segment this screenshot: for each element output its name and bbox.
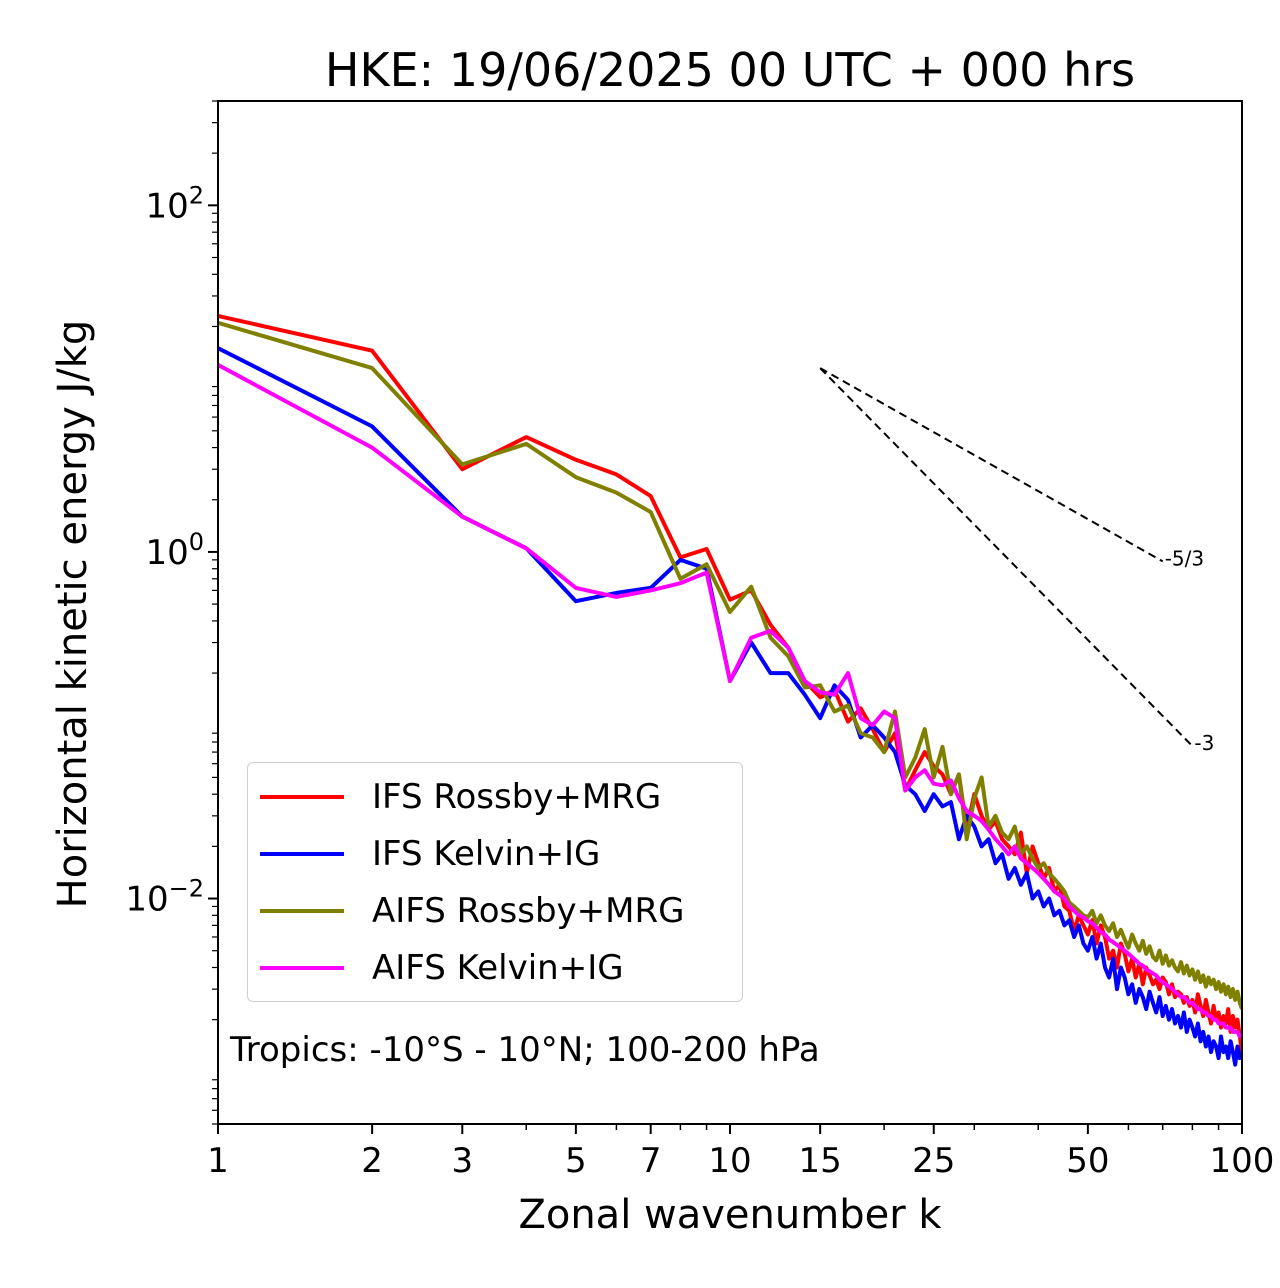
x-tick-label: 1 [207, 1141, 229, 1181]
legend-item-aifs-rossby: AIFS Rossby+MRG [248, 891, 684, 931]
y-tick-label: 10−2 [125, 875, 204, 920]
legend-swatch-ifs-kelvin [260, 852, 344, 856]
reference-label-0: -5/3 [1165, 546, 1204, 570]
x-tick-label: 3 [451, 1141, 473, 1181]
legend-label-aifs-rossby: AIFS Rossby+MRG [372, 891, 685, 931]
y-tick-label: 100 [145, 528, 204, 573]
legend-item-ifs-rossby: IFS Rossby+MRG [248, 777, 661, 817]
reference-label-1: -3 [1194, 731, 1214, 755]
y-axis-label: Horizontal kinetic energy J/kg [50, 320, 96, 909]
x-tick-label: 50 [1066, 1141, 1109, 1181]
series-line-3 [218, 363, 1242, 1039]
x-tick-label: 10 [708, 1141, 751, 1181]
legend-item-ifs-kelvin: IFS Kelvin+IG [248, 834, 600, 874]
legend: IFS Rossby+MRG IFS Kelvin+IG AIFS Rossby… [247, 762, 743, 1002]
legend-swatch-aifs-rossby [260, 909, 344, 913]
y-tick-label: 102 [145, 181, 204, 226]
x-tick-label: 7 [640, 1141, 662, 1181]
legend-swatch-aifs-kelvin [260, 966, 344, 970]
x-tick-label: 100 [1210, 1141, 1275, 1181]
chart-title: HKE: 19/06/2025 00 UTC + 000 hrs [325, 43, 1135, 97]
reference-line-1 [819, 367, 1194, 747]
x-tick-label: 2 [361, 1141, 383, 1181]
legend-item-aifs-kelvin: AIFS Kelvin+IG [248, 948, 624, 988]
plot-area: -5/3 -3 1 2 3 5 7 10 15 25 50 100 10−2 100 102 [125, 100, 1275, 1181]
legend-label-ifs-rossby: IFS Rossby+MRG [372, 777, 662, 817]
x-axis-label: Zonal wavenumber k [518, 1192, 942, 1238]
legend-swatch-ifs-rossby [260, 795, 344, 799]
reference-line-0 [819, 367, 1164, 563]
region-annotation: Tropics: -10°S - 10°N; 100-200 hPa [230, 1030, 820, 1070]
x-tick-label: 25 [912, 1141, 955, 1181]
legend-label-aifs-kelvin: AIFS Kelvin+IG [372, 948, 624, 988]
x-tick-label: 5 [565, 1141, 587, 1181]
series-line-2 [218, 320, 1242, 1010]
x-tick-label: 15 [799, 1141, 842, 1181]
legend-label-ifs-kelvin: IFS Kelvin+IG [372, 834, 601, 874]
